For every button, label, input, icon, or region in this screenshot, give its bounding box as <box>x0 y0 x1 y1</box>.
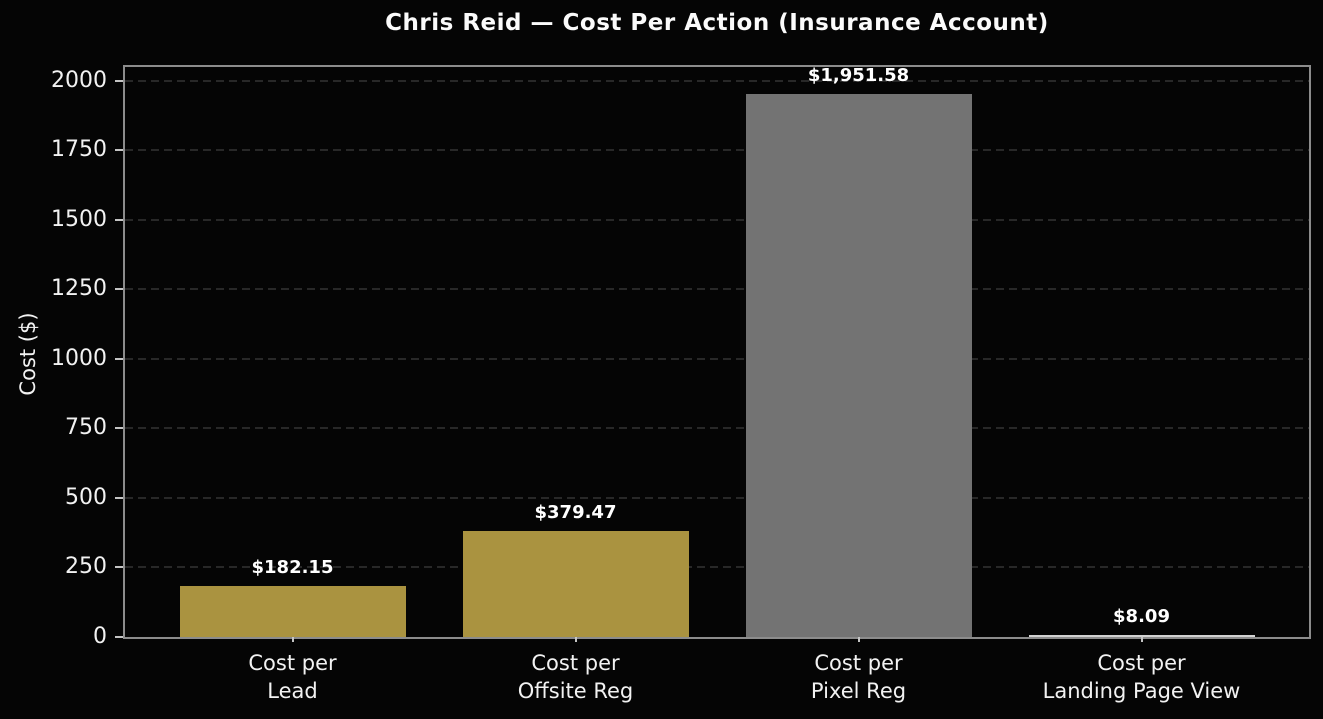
y-tick-mark <box>115 566 123 569</box>
bar-value-label: $182.15 <box>251 557 334 579</box>
gridline <box>125 79 1309 82</box>
x-tick-mark <box>1140 637 1143 642</box>
y-tick-mark <box>115 427 123 430</box>
gridline <box>125 288 1309 291</box>
y-tick-mark <box>115 149 123 152</box>
y-tick-label: 2000 <box>51 67 107 93</box>
y-tick-mark <box>115 218 123 221</box>
gridline <box>125 566 1309 569</box>
gridline <box>125 149 1309 152</box>
x-tick-label: Cost per Lead <box>248 651 337 703</box>
plot-area: $182.15 $379.47 $1,951.58 $8.09 <box>115 65 1311 642</box>
gridline <box>125 496 1309 499</box>
y-tick-label: 0 <box>93 624 107 649</box>
y-tick-mark <box>115 636 123 638</box>
y-tick-label: 500 <box>65 484 107 510</box>
bar-value-label: $379.47 <box>534 502 617 524</box>
bar-value-label: $8.09 <box>1113 605 1170 627</box>
y-tick-label: 1000 <box>51 345 107 371</box>
x-tick-mark <box>574 637 577 642</box>
y-tick-mark <box>115 288 123 291</box>
x-tick-mark <box>857 637 860 642</box>
bar-value-label: $1,951.58 <box>807 65 910 87</box>
bar-1 <box>180 586 406 637</box>
y-tick-label: 250 <box>65 554 107 580</box>
y-tick-label: 1500 <box>51 206 107 232</box>
y-tick-label: 750 <box>65 415 107 441</box>
y-tick-mark <box>115 357 123 360</box>
x-tick-label: Cost per Offsite Reg <box>517 651 634 703</box>
y-tick-mark <box>115 79 123 82</box>
x-tick-label: Cost per Landing Page View <box>1042 651 1241 703</box>
gridline <box>125 218 1309 221</box>
bar-4 <box>1029 634 1255 637</box>
bar-3 <box>746 94 972 637</box>
gridline <box>125 427 1309 430</box>
chart-title: Chris Reid — Cost Per Action (Insurance … <box>385 10 1049 36</box>
bar-2 <box>463 531 689 637</box>
y-tick-label: 1250 <box>51 276 107 302</box>
y-tick-mark <box>115 496 123 499</box>
y-tick-label: 1750 <box>51 137 107 163</box>
gridline <box>125 357 1309 360</box>
x-tick-label: Cost per Pixel Reg <box>810 651 907 703</box>
x-tick-mark <box>291 637 294 642</box>
